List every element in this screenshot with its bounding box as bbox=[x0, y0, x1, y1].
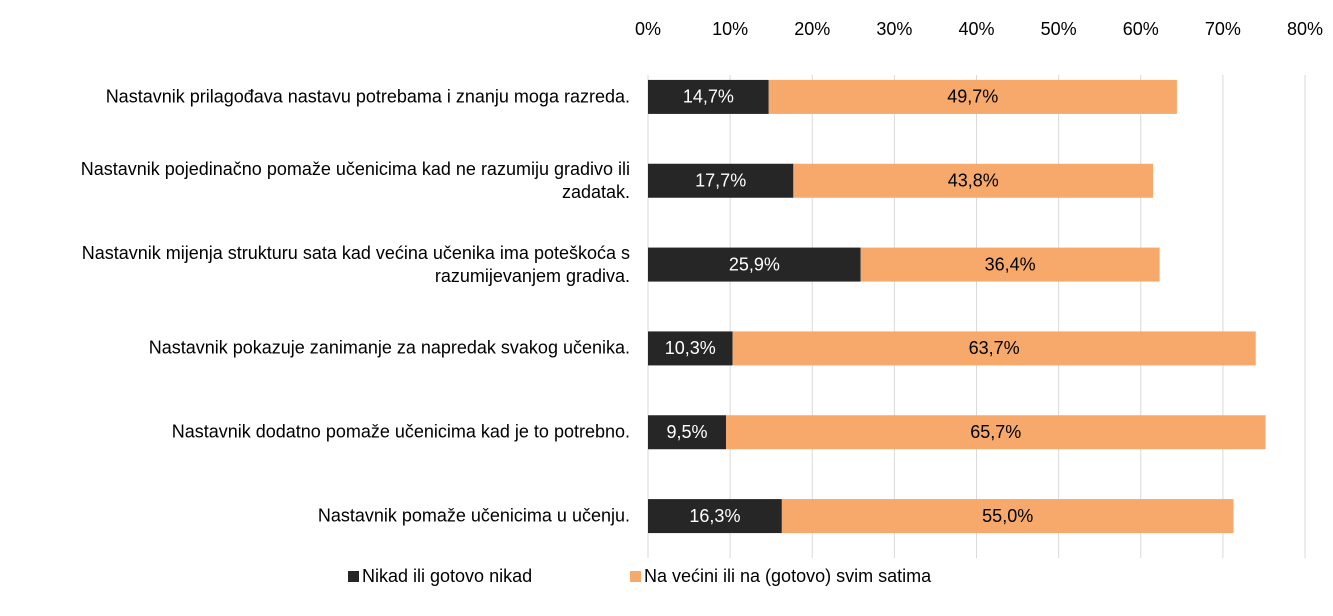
category-label: Nastavnik pojedinačno pomaže učenicima k… bbox=[80, 158, 630, 202]
legend-swatch bbox=[630, 571, 641, 582]
category-label: Nastavnik mijenja strukturu sata kad već… bbox=[81, 242, 630, 286]
category-label: Nastavnik pokazuje zanimanje za napredak… bbox=[148, 337, 630, 358]
bar-segment bbox=[726, 415, 1266, 450]
value-label: 9,5% bbox=[666, 422, 707, 442]
value-label: 43,8% bbox=[948, 171, 999, 191]
category-label: Nastavnik dodatno pomaže učenicima kad j… bbox=[171, 421, 630, 442]
bar-segment bbox=[732, 331, 1256, 366]
bar-segment bbox=[648, 415, 727, 450]
bar-segment bbox=[648, 499, 782, 534]
bar-segment bbox=[648, 79, 769, 114]
value-label: 25,9% bbox=[729, 254, 780, 274]
value-label: 16,3% bbox=[689, 506, 740, 526]
x-tick-label: 70% bbox=[1205, 19, 1241, 39]
value-label: 14,7% bbox=[683, 87, 734, 107]
bar-segment bbox=[860, 247, 1160, 282]
legend-label: Nikad ili gotovo nikad bbox=[362, 566, 532, 586]
x-tick-label: 40% bbox=[958, 19, 994, 39]
x-tick-label: 20% bbox=[794, 19, 830, 39]
value-label: 55,0% bbox=[982, 506, 1033, 526]
bar-segment bbox=[793, 163, 1154, 198]
bar-segment bbox=[648, 247, 861, 282]
legend-label: Na većini ili na (gotovo) svim satima bbox=[644, 566, 932, 586]
value-label: 49,7% bbox=[947, 87, 998, 107]
x-tick-label: 80% bbox=[1287, 19, 1323, 39]
x-tick-label: 60% bbox=[1123, 19, 1159, 39]
value-label: 36,4% bbox=[985, 254, 1036, 274]
value-label: 10,3% bbox=[665, 338, 716, 358]
value-label: 17,7% bbox=[695, 171, 746, 191]
category-label: Nastavnik pomaže učenicima u učenju. bbox=[317, 505, 630, 526]
bar-segment bbox=[648, 163, 794, 198]
x-tick-label: 0% bbox=[635, 19, 661, 39]
legend-swatch bbox=[348, 571, 359, 582]
value-label: 63,7% bbox=[969, 338, 1020, 358]
bar-segment bbox=[781, 499, 1234, 534]
bar-segment bbox=[648, 331, 733, 366]
category-label: Nastavnik prilagođava nastavu potrebama … bbox=[105, 86, 630, 107]
value-label: 65,7% bbox=[970, 422, 1021, 442]
x-tick-label: 50% bbox=[1041, 19, 1077, 39]
bar-segment bbox=[768, 79, 1177, 114]
x-tick-label: 30% bbox=[876, 19, 912, 39]
x-tick-label: 10% bbox=[712, 19, 748, 39]
